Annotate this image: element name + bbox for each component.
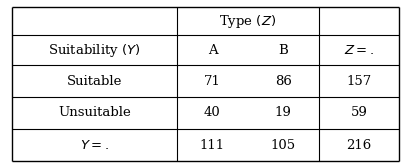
Text: 216: 216 (346, 139, 372, 152)
Text: 40: 40 (204, 107, 221, 119)
Text: 71: 71 (204, 75, 221, 88)
Text: 59: 59 (350, 107, 367, 119)
Text: 86: 86 (275, 75, 292, 88)
Text: 157: 157 (346, 75, 372, 88)
Text: $Y=.$: $Y=.$ (80, 139, 109, 152)
Text: Unsuitable: Unsuitable (58, 107, 131, 119)
Text: Suitability $(Y)$: Suitability $(Y)$ (48, 42, 141, 59)
Text: Type $(Z)$: Type $(Z)$ (219, 13, 276, 30)
Text: 105: 105 (271, 139, 296, 152)
Text: A: A (208, 44, 217, 57)
Text: $Z=.$: $Z=.$ (344, 44, 374, 57)
Text: 111: 111 (200, 139, 225, 152)
Text: 19: 19 (275, 107, 292, 119)
Text: Suitable: Suitable (67, 75, 122, 88)
Text: B: B (278, 44, 288, 57)
